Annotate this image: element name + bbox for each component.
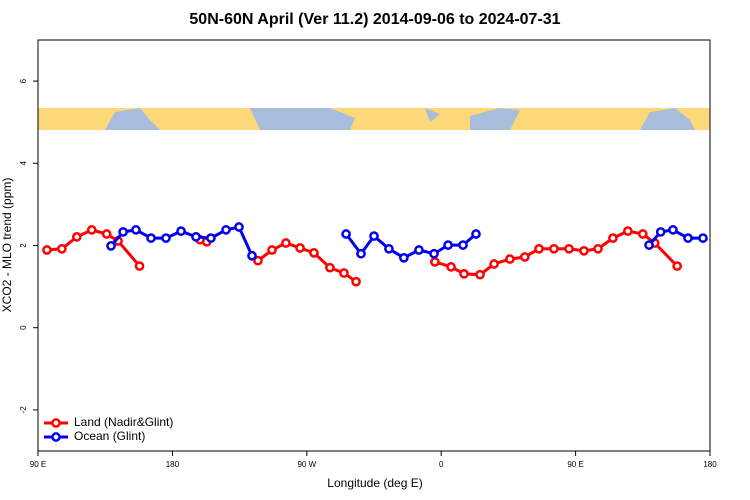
legend-label: Ocean (Glint) [74,429,145,443]
point [267,245,277,255]
point [341,229,351,239]
point [325,262,335,273]
y-tick-label: 2 [19,243,28,248]
point [414,245,424,255]
x-tick-label: 180 [166,460,180,469]
point [295,243,305,253]
point [369,231,379,241]
point [106,241,116,251]
point [430,257,440,267]
point [579,245,589,256]
point [698,233,708,243]
point [191,232,201,242]
chart-title: 50N-60N April (Ver 11.2) 2014-09-06 to 2… [189,11,560,28]
point [471,229,481,239]
point [118,227,128,237]
point [549,243,559,254]
point [399,252,409,263]
y-axis-label: XCO2 - MLO trend (ppm) [0,178,14,313]
point [505,254,515,264]
map-band [38,108,710,130]
point [458,240,468,250]
point [672,261,682,271]
y-tick-label: 0 [19,325,28,330]
point [42,245,52,255]
point [206,233,216,243]
point [564,243,574,254]
point [309,248,319,258]
point [134,261,145,271]
point [161,233,171,243]
point [253,255,263,266]
point [384,243,394,254]
x-tick-label: 90 W [297,460,316,469]
plot-frame [37,39,711,452]
point [489,259,499,269]
x-tick-label: 90 E [30,460,46,469]
point [247,250,257,261]
point [146,233,156,243]
x-axis-label: Longitude (deg E) [327,476,422,490]
x-tick-label: 90 E [567,460,583,469]
point [131,225,141,235]
point [655,227,666,237]
legend-marker [51,432,61,442]
x-tick-label: 180 [703,460,717,469]
point [475,269,485,280]
point [623,226,633,236]
y-tick-label: 6 [19,78,28,83]
legend-marker [51,418,61,428]
point [446,262,456,272]
point [519,252,530,262]
point [101,229,112,239]
y-tick-label: 4 [19,161,28,166]
point [668,225,678,235]
point [534,243,544,254]
point [443,240,453,250]
point [57,243,67,254]
point [459,269,469,279]
point [593,243,603,254]
point [351,276,361,287]
point [683,233,693,243]
point [176,226,186,236]
point [86,225,97,235]
point [339,268,349,278]
point [234,222,244,232]
legend-label: Land (Nadir&Glint) [74,415,173,429]
point [71,232,82,242]
x-tick-label: 0 [439,460,444,469]
point [429,248,439,259]
point [644,240,654,250]
point [356,248,366,259]
point [637,229,648,239]
point [281,238,291,248]
y-tick-label: -2 [19,406,28,414]
point [221,225,231,235]
point [608,233,618,243]
